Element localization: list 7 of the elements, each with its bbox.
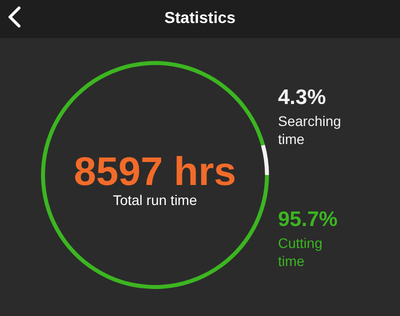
text: 8597 hrs xyxy=(74,150,236,194)
data-label: 95.7% xyxy=(278,208,338,231)
text: Total run time xyxy=(112,192,198,208)
slice-label: Cutting time xyxy=(278,235,322,269)
slice-label: Searching time xyxy=(278,113,342,147)
data-label: 4.3% xyxy=(278,86,326,109)
chart-title: Statistics xyxy=(164,10,236,27)
